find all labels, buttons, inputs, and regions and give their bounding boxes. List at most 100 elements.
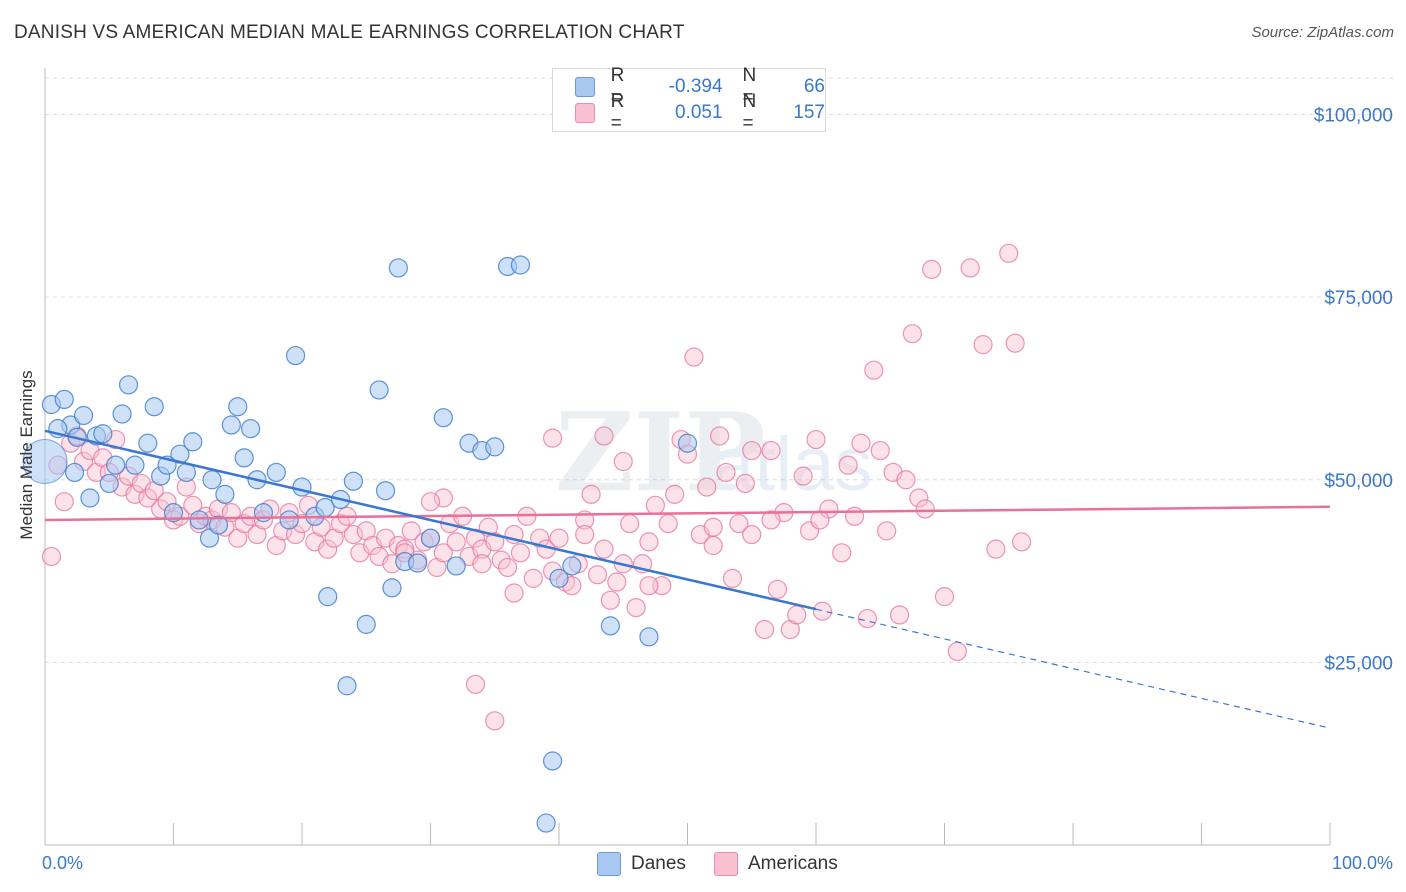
- americans-point: [420, 492, 441, 512]
- americans-point: [960, 258, 980, 278]
- y-tick-label: $100,000: [1314, 106, 1393, 127]
- americans-point: [125, 484, 145, 504]
- americans-point: [138, 488, 158, 508]
- stats-legend: R = -0.394 N = 66 R = 0.051 N = 157: [552, 65, 826, 134]
- americans-point: [810, 510, 830, 530]
- americans-point: [999, 243, 1019, 263]
- danes-point: [420, 528, 441, 548]
- americans-point: [485, 711, 505, 731]
- legend-danes-label: Danes: [631, 853, 686, 874]
- americans-point: [934, 587, 955, 607]
- n-value-danes: 66: [803, 76, 825, 97]
- americans-point: [639, 576, 659, 596]
- americans-point: [645, 495, 665, 515]
- n-value-americans: 157: [793, 102, 825, 123]
- americans-point: [665, 484, 685, 504]
- danes-point: [375, 481, 396, 501]
- americans-point: [915, 499, 935, 519]
- americans-point: [754, 619, 775, 640]
- americans-point: [787, 605, 807, 625]
- americans-point: [401, 521, 421, 541]
- danes-point: [228, 397, 248, 417]
- americans-point: [472, 554, 492, 574]
- trend-lines: [44, 429, 1331, 729]
- danes-point: [433, 408, 453, 428]
- americans-point: [626, 597, 646, 618]
- americans-point: [844, 506, 865, 526]
- americans-point: [491, 550, 511, 570]
- watermark-atlas: atlas: [712, 422, 873, 507]
- danes-point: [189, 510, 209, 530]
- americans-point: [613, 451, 633, 472]
- legend-danes[interactable]: Danes: [597, 852, 686, 876]
- americans-swatch: [714, 852, 738, 876]
- source-label: Source: ZipAtlas.com: [1251, 24, 1394, 41]
- danes-point: [112, 404, 132, 424]
- americans-point: [594, 426, 614, 446]
- danes-point: [234, 448, 254, 468]
- y-axis-label: Median Male Earnings: [17, 370, 36, 539]
- americans-point: [530, 528, 550, 548]
- r-value-americans: 0.051: [674, 102, 723, 123]
- americans-point: [485, 532, 505, 552]
- danes-point: [163, 503, 184, 523]
- danes-point: [279, 510, 299, 530]
- danes-swatch: [575, 77, 595, 97]
- americans-point: [986, 539, 1006, 559]
- danes-point: [600, 616, 621, 636]
- danes-point: [125, 455, 145, 475]
- americans-point: [889, 605, 910, 625]
- americans-point: [902, 324, 922, 344]
- danes-point: [202, 470, 222, 490]
- americans-point: [1011, 532, 1032, 552]
- danes-point: [536, 813, 556, 833]
- americans-point: [710, 426, 730, 446]
- y-tick-label: $75,000: [1324, 288, 1393, 309]
- americans-point: [697, 477, 717, 497]
- americans-point: [832, 543, 852, 563]
- danes-point: [639, 627, 659, 647]
- americans-point: [465, 674, 486, 694]
- americans-point: [812, 601, 833, 621]
- n-label: N =: [742, 65, 757, 108]
- x-tick-label: 100.0%: [1332, 853, 1393, 873]
- legend-row-danes: R = -0.394 N = 66: [575, 65, 825, 108]
- americans-point: [446, 532, 466, 552]
- danes-point: [549, 568, 569, 588]
- americans-point: [806, 429, 826, 450]
- americans-point: [587, 565, 608, 585]
- americans-point: [510, 543, 531, 563]
- watermark-zip: ZIP: [555, 390, 766, 516]
- danes-point: [337, 676, 357, 696]
- americans-point: [742, 524, 762, 545]
- danes-point: [485, 437, 505, 457]
- chart-title: DANISH VS AMERICAN MEDIAN MALE EARNINGS …: [14, 22, 685, 43]
- danes-point: [22, 439, 68, 484]
- americans-point: [433, 543, 453, 563]
- americans-point: [922, 259, 942, 279]
- danes-point: [80, 488, 100, 508]
- danes-point: [54, 389, 74, 410]
- gridlines: [45, 77, 1395, 663]
- americans-point: [857, 608, 878, 629]
- danes-points: [22, 255, 698, 833]
- y-tick-label: $25,000: [1324, 653, 1393, 674]
- danes-point: [118, 375, 139, 395]
- danes-point: [266, 462, 286, 483]
- watermark: ZIP atlas: [555, 390, 873, 516]
- danes-point: [215, 484, 235, 504]
- danes-point: [93, 424, 113, 444]
- americans-point: [575, 524, 595, 545]
- danes-point: [356, 614, 376, 634]
- americans-point: [703, 517, 723, 537]
- danes-point: [677, 433, 698, 453]
- americans-point: [523, 568, 543, 588]
- americans-point: [684, 347, 704, 367]
- danes-point: [369, 380, 389, 400]
- americans-point: [767, 579, 788, 599]
- danes-swatch: [597, 852, 621, 876]
- americans-point: [973, 335, 993, 355]
- americans-point: [330, 513, 351, 534]
- danes-point: [106, 455, 126, 475]
- legend-americans[interactable]: Americans: [714, 852, 838, 876]
